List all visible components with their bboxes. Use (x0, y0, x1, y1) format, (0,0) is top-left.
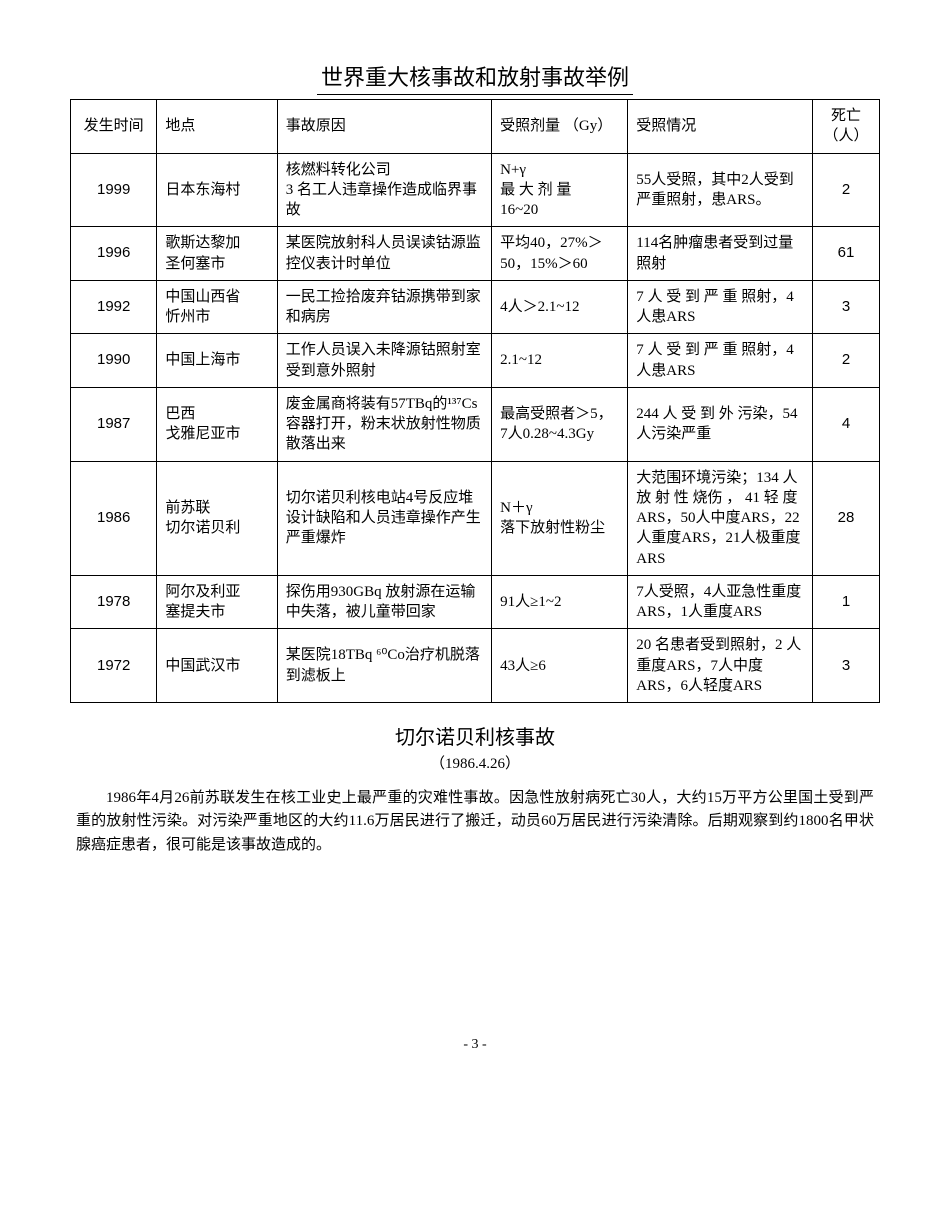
table-cell: 中国武汉市 (157, 629, 277, 703)
table-cell: 巴西 戈雅尼亚市 (157, 387, 277, 461)
table-cell: 4 (813, 387, 880, 461)
table-cell: 平均40，27%＞50，15%＞60 (492, 227, 628, 281)
table-cell: 1992 (71, 280, 157, 334)
table-row: 1978阿尔及利亚 塞提夫市探伤用930GBq 放射源在运输中失落，被儿童带回家… (71, 575, 880, 629)
table-cell: 大范围环境污染；134 人 放 射 性 烧伤 ， 41 轻 度ARS，50人中度… (628, 461, 813, 575)
table-row: 1990中国上海市工作人员误入未降源钴照射室受到意外照射2.1~127 人 受 … (71, 334, 880, 388)
table-cell: 中国上海市 (157, 334, 277, 388)
table-row: 1986前苏联 切尔诺贝利切尔诺贝利核电站4号反应堆设计缺陷和人员违章操作产生严… (71, 461, 880, 575)
table-cell: 244 人 受 到 外 污染，54人污染严重 (628, 387, 813, 461)
col-dose: 受照剂量 （Gy） (492, 100, 628, 154)
table-cell: 歌斯达黎加 圣何塞市 (157, 227, 277, 281)
table-cell: 最高受照者＞5，7人0.28~4.3Gy (492, 387, 628, 461)
table-cell: 3 (813, 629, 880, 703)
table-cell: 探伤用930GBq 放射源在运输中失落，被儿童带回家 (277, 575, 491, 629)
page-title: 世界重大核事故和放射事故举例 (317, 60, 633, 95)
table-cell: 日本东海村 (157, 153, 277, 227)
table-row: 1996歌斯达黎加 圣何塞市某医院放射科人员误读钴源监控仪表计时单位平均40，2… (71, 227, 880, 281)
table-cell: 55人受照，其中2人受到严重照射，患ARS。 (628, 153, 813, 227)
table-cell: 2.1~12 (492, 334, 628, 388)
table-cell: 28 (813, 461, 880, 575)
table-cell: 7人受照，4人亚急性重度ARS，1人重度ARS (628, 575, 813, 629)
table-row: 1972中国武汉市某医院18TBq ⁶⁰Co治疗机脱落到滤板上43人≥620 名… (71, 629, 880, 703)
col-cause: 事故原因 (277, 100, 491, 154)
table-cell: 某医院放射科人员误读钴源监控仪表计时单位 (277, 227, 491, 281)
table-cell: 核燃料转化公司 3 名工人违章操作造成临界事故 (277, 153, 491, 227)
table-cell: 1 (813, 575, 880, 629)
table-cell: N＋γ 落下放射性粉尘 (492, 461, 628, 575)
table-row: 1987巴西 戈雅尼亚市废金属商将装有57TBq的¹³⁷Cs容器打开，粉末状放射… (71, 387, 880, 461)
table-cell: 1986 (71, 461, 157, 575)
table-cell: 2 (813, 153, 880, 227)
table-cell: 1972 (71, 629, 157, 703)
table-header-row: 发生时间 地点 事故原因 受照剂量 （Gy） 受照情况 死亡 （人） (71, 100, 880, 154)
table-cell: 4人＞2.1~12 (492, 280, 628, 334)
table-cell: 1987 (71, 387, 157, 461)
col-loc: 地点 (157, 100, 277, 154)
table-cell: 一民工捡拾废弃钴源携带到家和病房 (277, 280, 491, 334)
table-cell: 阿尔及利亚 塞提夫市 (157, 575, 277, 629)
table-cell: 43人≥6 (492, 629, 628, 703)
section-subtitle: 切尔诺贝利核事故 (70, 721, 880, 750)
accident-table: 发生时间 地点 事故原因 受照剂量 （Gy） 受照情况 死亡 （人） 1999日… (70, 99, 880, 703)
col-cond: 受照情况 (628, 100, 813, 154)
table-cell: 1996 (71, 227, 157, 281)
table-cell: 工作人员误入未降源钴照射室受到意外照射 (277, 334, 491, 388)
table-cell: 2 (813, 334, 880, 388)
table-cell: 中国山西省 忻州市 (157, 280, 277, 334)
section-subdate: （1986.4.26） (70, 752, 880, 773)
table-cell: 3 (813, 280, 880, 334)
col-year: 发生时间 (71, 100, 157, 154)
table-cell: 7 人 受 到 严 重 照射，4人患ARS (628, 280, 813, 334)
table-cell: 废金属商将装有57TBq的¹³⁷Cs容器打开，粉末状放射性物质散落出来 (277, 387, 491, 461)
body-paragraph: 1986年4月26前苏联发生在核工业史上最严重的灾难性事故。因急性放射病死亡30… (76, 787, 874, 857)
table-cell: 切尔诺贝利核电站4号反应堆设计缺陷和人员违章操作产生严重爆炸 (277, 461, 491, 575)
table-row: 1999日本东海村核燃料转化公司 3 名工人违章操作造成临界事故N+γ 最 大 … (71, 153, 880, 227)
page-number: - 3 - (70, 1037, 880, 1053)
table-cell: 20 名患者受到照射，2 人重度ARS，7人中度ARS，6人轻度ARS (628, 629, 813, 703)
table-cell: 1990 (71, 334, 157, 388)
table-cell: 前苏联 切尔诺贝利 (157, 461, 277, 575)
table-cell: 61 (813, 227, 880, 281)
table-cell: 114名肿瘤患者受到过量照射 (628, 227, 813, 281)
table-cell: 1978 (71, 575, 157, 629)
table-cell: 7 人 受 到 严 重 照射，4人患ARS (628, 334, 813, 388)
table-cell: 91人≥1~2 (492, 575, 628, 629)
col-death: 死亡 （人） (813, 100, 880, 154)
table-row: 1992中国山西省 忻州市一民工捡拾废弃钴源携带到家和病房4人＞2.1~127 … (71, 280, 880, 334)
table-cell: 某医院18TBq ⁶⁰Co治疗机脱落到滤板上 (277, 629, 491, 703)
table-cell: N+γ 最 大 剂 量 16~20 (492, 153, 628, 227)
table-cell: 1999 (71, 153, 157, 227)
